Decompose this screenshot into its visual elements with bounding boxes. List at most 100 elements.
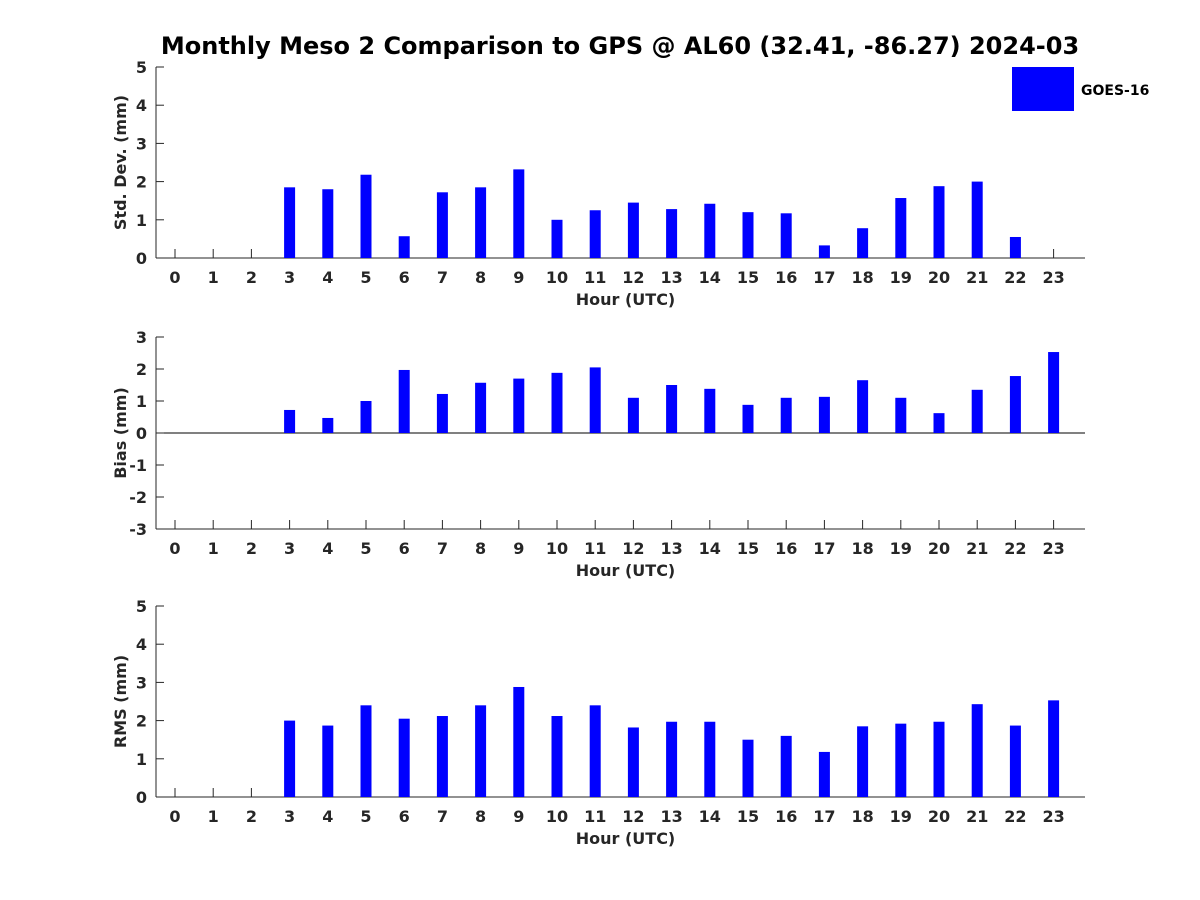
bar-hour-16 [780, 397, 792, 433]
bar-hour-11 [589, 705, 601, 797]
x-tick-label: 4 [322, 539, 333, 558]
bar-hour-9 [513, 378, 525, 433]
x-tick-label: 15 [737, 539, 759, 558]
x-tick-label: 17 [813, 268, 835, 287]
x-tick-label: 23 [1042, 268, 1064, 287]
bar-hour-19 [895, 198, 907, 258]
x-axis-label: Hour (UTC) [576, 290, 676, 309]
x-tick-label: 20 [928, 268, 950, 287]
x-tick-label: 19 [890, 807, 912, 826]
bar-hour-4 [322, 189, 334, 258]
x-tick-label: 19 [890, 539, 912, 558]
x-tick-label: 6 [399, 268, 410, 287]
x-tick-label: 8 [475, 539, 486, 558]
legend-label: GOES-16 [1081, 83, 1149, 99]
x-tick-label: 6 [399, 807, 410, 826]
bar-hour-23 [1048, 700, 1060, 797]
x-tick-label: 16 [775, 807, 797, 826]
x-tick-label: 5 [360, 539, 371, 558]
x-tick-label: 18 [851, 268, 873, 287]
x-tick-label: 8 [475, 268, 486, 287]
x-tick-label: 16 [775, 268, 797, 287]
bar-hour-20 [933, 413, 945, 433]
x-tick-label: 9 [513, 539, 524, 558]
bar-hour-12 [627, 727, 639, 797]
bar-hour-17 [818, 245, 830, 258]
x-tick-label: 0 [169, 807, 180, 826]
y-tick-label: 2 [136, 360, 147, 379]
bar-hour-22 [1009, 236, 1021, 258]
y-tick-label: -1 [129, 456, 147, 475]
bar-hour-5 [360, 401, 372, 433]
x-tick-label: 13 [660, 807, 682, 826]
x-tick-label: 5 [360, 268, 371, 287]
x-tick-label: 2 [246, 807, 257, 826]
x-tick-label: 1 [208, 539, 219, 558]
y-tick-label: 4 [136, 96, 147, 115]
bar-hour-20 [933, 186, 945, 258]
x-tick-label: 3 [284, 268, 295, 287]
bar-hour-3 [284, 409, 296, 433]
x-tick-label: 19 [890, 268, 912, 287]
x-tick-label: 21 [966, 807, 988, 826]
x-tick-label: 2 [246, 268, 257, 287]
x-tick-label: 23 [1042, 807, 1064, 826]
y-tick-label: 2 [136, 712, 147, 731]
x-tick-label: 5 [360, 807, 371, 826]
x-tick-label: 15 [737, 268, 759, 287]
x-tick-label: 11 [584, 539, 606, 558]
x-tick-label: 15 [737, 807, 759, 826]
bar-hour-20 [933, 721, 945, 797]
x-tick-label: 20 [928, 539, 950, 558]
bar-hour-12 [627, 202, 639, 258]
bar-hour-14 [704, 203, 716, 258]
x-tick-label: 1 [208, 807, 219, 826]
bar-hour-14 [704, 388, 716, 433]
bar-hour-21 [971, 181, 983, 258]
bar-hour-21 [971, 389, 983, 433]
bar-hour-16 [780, 735, 792, 797]
x-tick-label: 18 [851, 807, 873, 826]
bar-hour-11 [589, 210, 601, 258]
x-axis-label: Hour (UTC) [576, 561, 676, 580]
bar-hour-17 [818, 751, 830, 797]
x-tick-label: 11 [584, 268, 606, 287]
bar-hour-6 [398, 236, 410, 258]
bar-hour-19 [895, 723, 907, 797]
x-tick-label: 7 [437, 268, 448, 287]
bar-hour-14 [704, 721, 716, 797]
bar-hour-15 [742, 212, 754, 258]
x-tick-label: 7 [437, 807, 448, 826]
y-tick-label: -2 [129, 488, 147, 507]
y-tick-label: 5 [136, 597, 147, 616]
y-tick-label: 0 [136, 424, 147, 443]
y-tick-label: 3 [136, 134, 147, 153]
y-tick-label: 0 [136, 788, 147, 807]
x-tick-label: 22 [1004, 539, 1026, 558]
x-tick-label: 9 [513, 268, 524, 287]
x-tick-label: 9 [513, 807, 524, 826]
bar-hour-6 [398, 369, 410, 433]
x-tick-label: 17 [813, 539, 835, 558]
x-tick-label: 7 [437, 539, 448, 558]
bar-hour-22 [1009, 376, 1021, 433]
bar-hour-5 [360, 174, 372, 258]
bar-hour-16 [780, 213, 792, 258]
x-tick-label: 22 [1004, 807, 1026, 826]
x-tick-label: 1 [208, 268, 219, 287]
y-tick-label: 0 [136, 249, 147, 268]
y-tick-label: 5 [136, 58, 147, 77]
x-tick-label: 3 [284, 807, 295, 826]
x-tick-label: 21 [966, 268, 988, 287]
x-tick-label: 13 [660, 539, 682, 558]
y-axis-label: Std. Dev. (mm) [111, 95, 130, 230]
bar-hour-5 [360, 705, 372, 797]
bar-hour-10 [551, 219, 563, 258]
bar-hour-18 [857, 380, 869, 433]
x-tick-label: 8 [475, 807, 486, 826]
